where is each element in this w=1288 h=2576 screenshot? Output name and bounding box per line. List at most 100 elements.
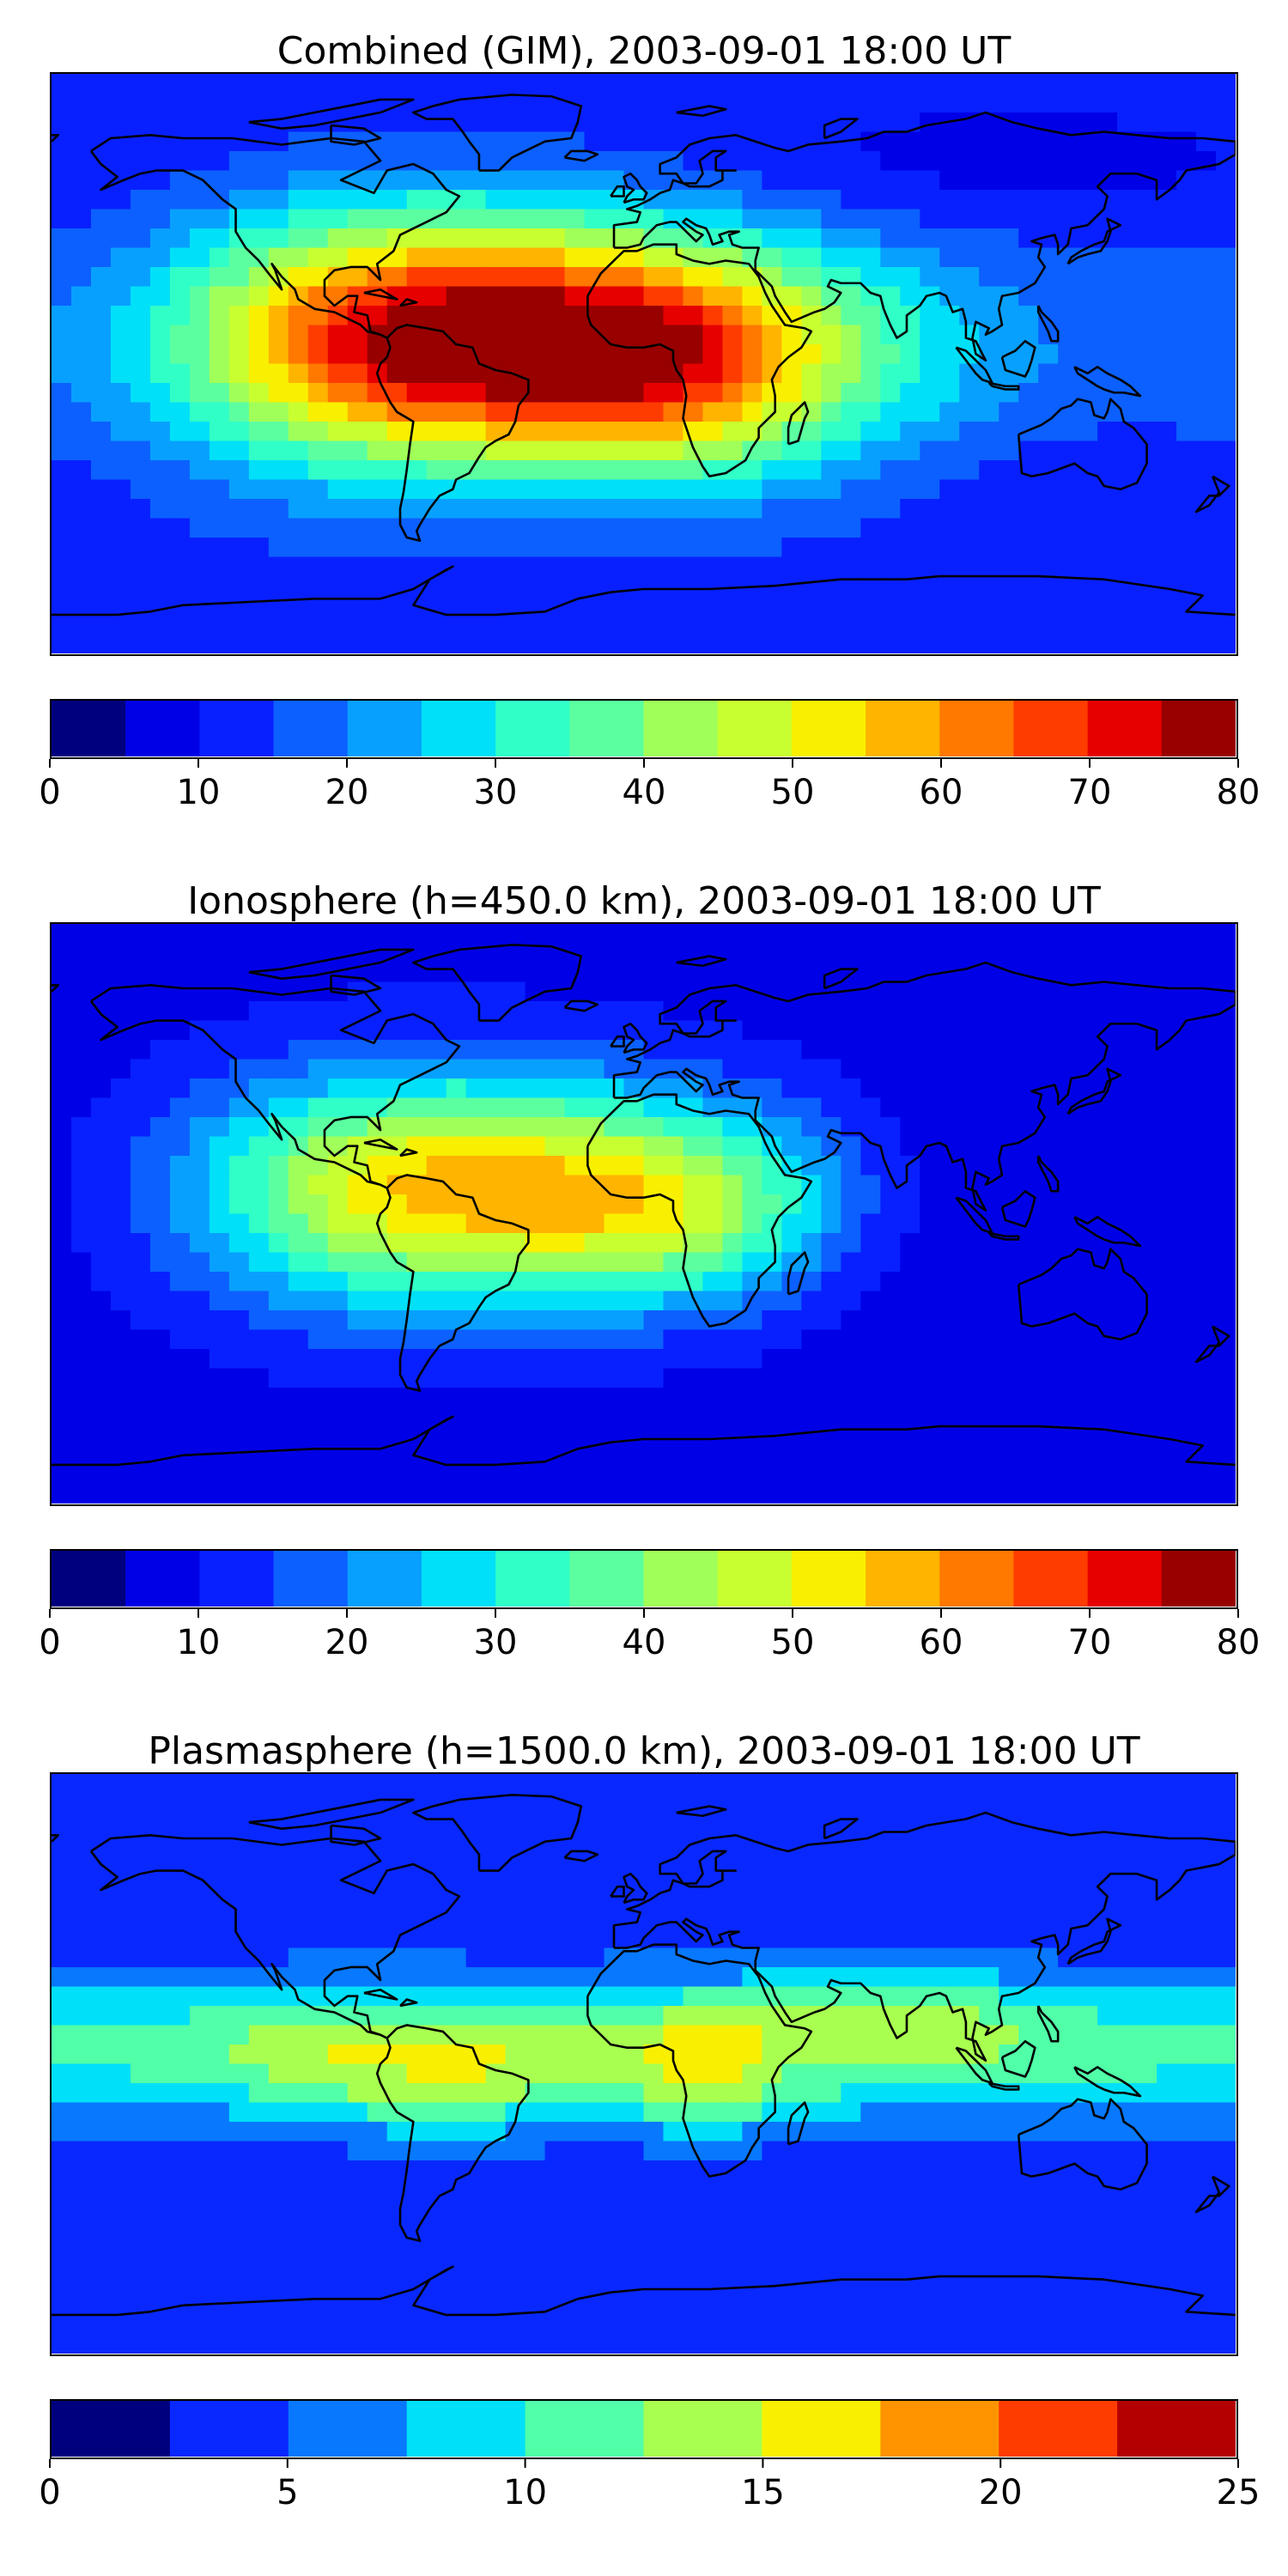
field-cell [781, 1252, 802, 1273]
field-cell [702, 1020, 724, 1041]
field-cell [228, 1194, 250, 1215]
field-cell [367, 1329, 388, 1350]
field-cell [762, 1040, 782, 1060]
field-cell [327, 1329, 349, 1350]
field-cell [801, 150, 822, 172]
field-cell [643, 1388, 665, 1408]
field-cell [604, 924, 625, 945]
field-cell [544, 1832, 566, 1852]
tec-map [50, 1772, 1238, 2356]
field-cell [1038, 1232, 1059, 1254]
field-cell [465, 1793, 487, 1814]
field-cell [841, 1232, 861, 1254]
field-cell [485, 1020, 507, 1041]
field-cell [327, 74, 349, 94]
field-cell [762, 1445, 782, 1466]
field-cell [1216, 963, 1236, 983]
field-cell [1078, 1348, 1098, 1370]
field-cell [485, 1445, 507, 1466]
field-cell [268, 402, 289, 422]
field-cell [169, 1156, 191, 1176]
field-cell [663, 1388, 684, 1408]
field-cell [841, 2102, 861, 2123]
field-cell [584, 2025, 605, 2045]
field-cell [70, 963, 92, 983]
field-cell [248, 518, 270, 538]
field-cell [821, 518, 841, 538]
field-cell [149, 1329, 171, 1350]
field-cell [702, 479, 724, 500]
field-cell [584, 614, 605, 635]
field-cell [327, 1388, 349, 1408]
field-cell [485, 538, 507, 558]
coastline [248, 948, 415, 981]
field-cell [189, 1000, 210, 1022]
field-cell [347, 614, 368, 635]
field-cell [169, 286, 191, 307]
field-cell [801, 963, 822, 983]
field-cell [584, 2141, 605, 2161]
field-cell [959, 1156, 980, 1176]
field-cell [268, 286, 289, 307]
field-cell [367, 1156, 388, 1176]
field-cell [1078, 1890, 1098, 1911]
field-cell [1097, 1445, 1118, 1466]
field-cell [781, 1291, 802, 1311]
field-cell [110, 1116, 131, 1138]
field-cell [110, 1890, 131, 1911]
field-cell [939, 556, 960, 577]
field-cell [52, 1426, 72, 1447]
field-cell [1018, 440, 1039, 461]
field-cell [347, 150, 368, 172]
field-cell [939, 595, 960, 616]
field-cell [604, 266, 625, 288]
field-cell [939, 266, 960, 288]
field-cell [860, 112, 881, 133]
field-cell [564, 209, 586, 229]
field-cell [386, 1232, 408, 1254]
field-cell [841, 440, 861, 461]
field-cell [288, 1232, 309, 1254]
coastline [89, 133, 461, 339]
field-cell [1038, 1194, 1059, 1215]
field-cell [1196, 190, 1217, 210]
coastline [623, 172, 648, 204]
field-cell [1117, 1310, 1138, 1331]
field-cell [228, 209, 250, 229]
field-cell [307, 1426, 329, 1447]
field-cell [1097, 1406, 1118, 1427]
field-cell [386, 556, 408, 577]
field-cell [999, 1832, 1019, 1852]
field-cell [189, 2160, 210, 2181]
field-cell [1097, 2122, 1118, 2142]
field-cell [268, 1909, 289, 1929]
field-cell [1216, 1966, 1236, 1988]
field-cell [347, 1175, 368, 1195]
field-cell [999, 1020, 1019, 1041]
field-cell [841, 74, 861, 94]
field-cell [920, 1406, 940, 1427]
field-cell [939, 1368, 960, 1388]
field-cell [465, 498, 487, 519]
field-cell [90, 1464, 112, 1485]
field-cell [604, 1774, 625, 1795]
field-cell [1038, 1136, 1059, 1157]
field-cell [742, 556, 762, 577]
field-cell [465, 1040, 487, 1060]
field-cell [307, 576, 329, 597]
field-cell [979, 1059, 999, 1079]
field-cell [1097, 422, 1118, 442]
field-cell [564, 1348, 586, 1370]
field-cell [70, 1870, 92, 1891]
field-cell [702, 2006, 724, 2026]
field-cell [327, 422, 349, 442]
field-cell [604, 1388, 625, 1408]
field-cell [564, 634, 586, 653]
field-cell [169, 1813, 191, 1833]
coastline [987, 381, 1020, 391]
field-cell [52, 1097, 72, 1118]
field-cell [386, 170, 408, 191]
field-cell [465, 1368, 487, 1388]
field-cell [70, 1774, 92, 1795]
field-cell [1078, 963, 1098, 983]
